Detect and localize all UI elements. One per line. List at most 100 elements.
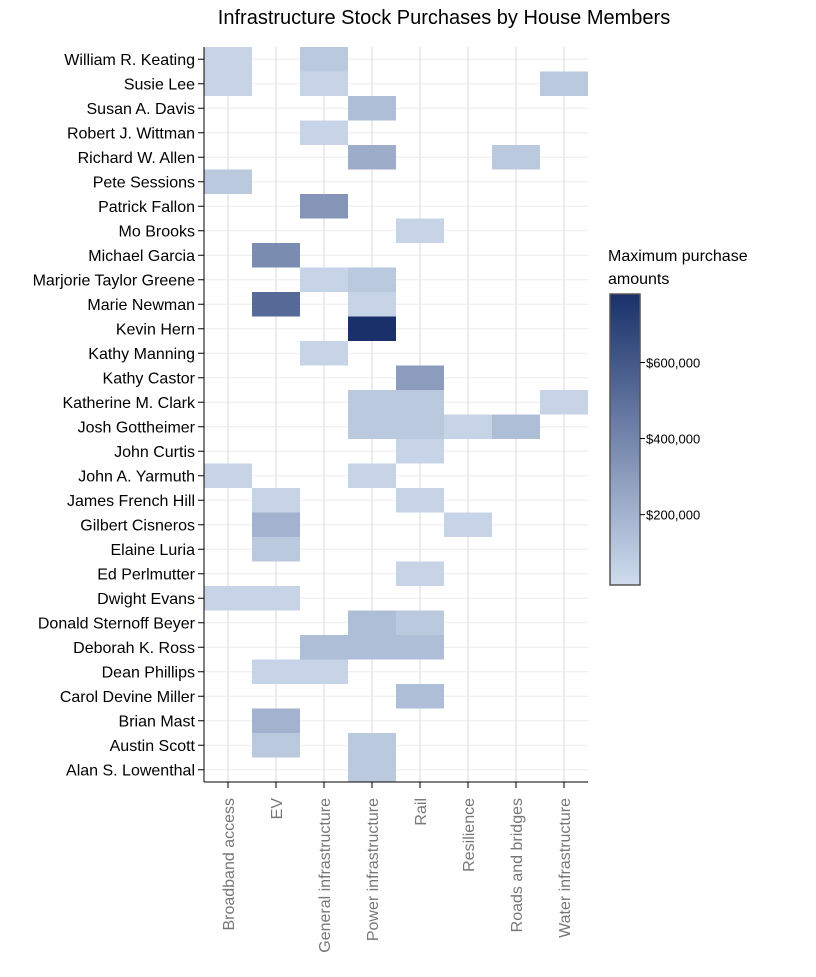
heatmap-cell [348, 610, 396, 635]
heatmap-cell [348, 414, 396, 439]
heatmap-cell [348, 390, 396, 415]
heatmap-cell [252, 537, 300, 562]
heatmap-cell [348, 145, 396, 170]
heatmap-cell [396, 610, 444, 635]
y-tick-label: Kathy Castor [103, 370, 196, 387]
heatmap-cell [492, 145, 540, 170]
y-tick-label: Donald Sternoff Beyer [38, 615, 196, 632]
y-tick-label: John Curtis [114, 444, 195, 461]
colorbar-bar [609, 293, 641, 586]
y-tick-label: Mo Brooks [119, 223, 195, 240]
heatmap-cell [300, 635, 348, 660]
heatmap-cell [204, 463, 252, 488]
heatmap-cell [300, 71, 348, 96]
heatmap-cell [300, 267, 348, 292]
heatmap-cell [348, 316, 396, 341]
heatmap-cell [348, 733, 396, 758]
x-tick-label: Broadband access [221, 798, 238, 931]
heatmap-cell [396, 488, 444, 513]
y-tick-label: Katherine M. Clark [63, 395, 196, 412]
x-axis-labels: Broadband access EV General infrastructure… [221, 798, 574, 953]
heatmap-cell [444, 512, 492, 537]
heatmap-cell [396, 635, 444, 660]
x-tick-label: Roads and bridges [509, 798, 526, 932]
y-tick-label: Patrick Fallon [98, 199, 195, 216]
heatmap-cell [252, 708, 300, 733]
heatmap-cell [348, 463, 396, 488]
y-tick-label: Pete Sessions [93, 174, 195, 191]
heatmap-cell [300, 47, 348, 72]
heatmap-cell [204, 586, 252, 611]
heatmap-cell [396, 414, 444, 439]
heatmap-cell [252, 243, 300, 268]
y-tick-label: Susan A. Davis [87, 101, 196, 118]
x-tick-label: General infrastructure [317, 798, 334, 953]
heatmap-cell [396, 218, 444, 243]
heatmap-cell [396, 684, 444, 709]
heatmap-cell [540, 71, 588, 96]
heatmap-cell [396, 365, 444, 390]
axes [198, 47, 588, 788]
heatmap-cell [444, 414, 492, 439]
heatmap-cell [348, 757, 396, 782]
heatmap-cell [252, 292, 300, 317]
chart-title: Infrastructure Stock Purchases by House … [218, 7, 670, 29]
colorbar-tick-label: $400,000 [646, 432, 700, 447]
y-tick-label: Gilbert Cisneros [80, 517, 195, 534]
colorbar-title-line1: Maximum purchase [608, 248, 748, 265]
y-tick-label: Brian Mast [119, 713, 196, 730]
y-tick-label: Carol Devine Miller [60, 689, 196, 706]
y-tick-label: Alan S. Lowenthal [66, 762, 195, 779]
heatmap-cell [348, 292, 396, 317]
x-tick-label: Power infrastructure [365, 798, 382, 941]
x-tick-label: Water infrastructure [557, 798, 574, 938]
heatmap-cell [396, 390, 444, 415]
heatmap-cell [300, 194, 348, 219]
colorbar-title-line2: amounts [608, 271, 669, 288]
heatmap-cell [252, 586, 300, 611]
heatmap-cell [300, 659, 348, 684]
y-tick-label: Josh Gottheimer [78, 419, 196, 436]
heatmap-cell [348, 635, 396, 660]
y-axis-labels: William R. Keating Susie Lee Susan A. Davi… [33, 52, 196, 780]
heatmap-cell [396, 561, 444, 586]
x-tick-label: EV [269, 798, 286, 820]
heatmap-cell [300, 341, 348, 366]
y-tick-label: Robert J. Wittman [67, 125, 195, 142]
y-tick-label: James French Hill [67, 493, 195, 510]
y-tick-label: Dwight Evans [97, 591, 195, 608]
heatmap-cell [540, 390, 588, 415]
y-tick-label: Elaine Luria [111, 542, 196, 559]
y-tick-label: Dean Phillips [102, 664, 195, 681]
y-tick-label: William R. Keating [64, 52, 195, 69]
heatmap-cell [252, 488, 300, 513]
heatmap-cells [204, 47, 588, 782]
colorbar-tick-label: $600,000 [646, 355, 700, 370]
heatmap-cell [300, 120, 348, 145]
heatmap-cell [204, 47, 252, 72]
x-tick-label: Rail [413, 798, 430, 826]
heatmap-cell [396, 439, 444, 464]
y-tick-label: Kevin Hern [116, 321, 195, 338]
colorbar-legend: Maximum purchase amounts $200,000 $400,00… [608, 248, 748, 586]
y-tick-label: Ed Perlmutter [97, 566, 195, 583]
heatmap-cell [252, 733, 300, 758]
x-tick-label: Resilience [461, 798, 478, 872]
heatmap-cell [492, 414, 540, 439]
y-tick-label: Marie Newman [87, 297, 195, 314]
colorbar-tick-label: $200,000 [646, 508, 700, 523]
heatmap-cell [252, 512, 300, 537]
y-tick-label: Kathy Manning [88, 346, 195, 363]
y-tick-label: Richard W. Allen [78, 150, 195, 167]
heatmap-cell [204, 169, 252, 194]
y-tick-label: John A. Yarmuth [78, 468, 195, 485]
heatmap-cell [204, 71, 252, 96]
y-tick-label: Marjorie Taylor Greene [33, 272, 196, 289]
y-tick-label: Deborah K. Ross [73, 640, 195, 657]
y-tick-label: Michael Garcia [88, 248, 195, 265]
heatmap-cell [252, 659, 300, 684]
y-tick-label: Austin Scott [110, 738, 196, 755]
heatmap-cell [348, 96, 396, 121]
